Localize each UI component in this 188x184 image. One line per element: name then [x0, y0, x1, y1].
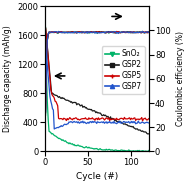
Legend: SnO₂, GSP2, GSP5, GSP7: SnO₂, GSP2, GSP5, GSP7	[102, 46, 145, 94]
Y-axis label: Coulombic efficiency (%): Coulombic efficiency (%)	[176, 31, 185, 126]
Y-axis label: Discharge capacity (mAh/g): Discharge capacity (mAh/g)	[3, 25, 12, 132]
X-axis label: Cycle (#): Cycle (#)	[76, 172, 118, 181]
